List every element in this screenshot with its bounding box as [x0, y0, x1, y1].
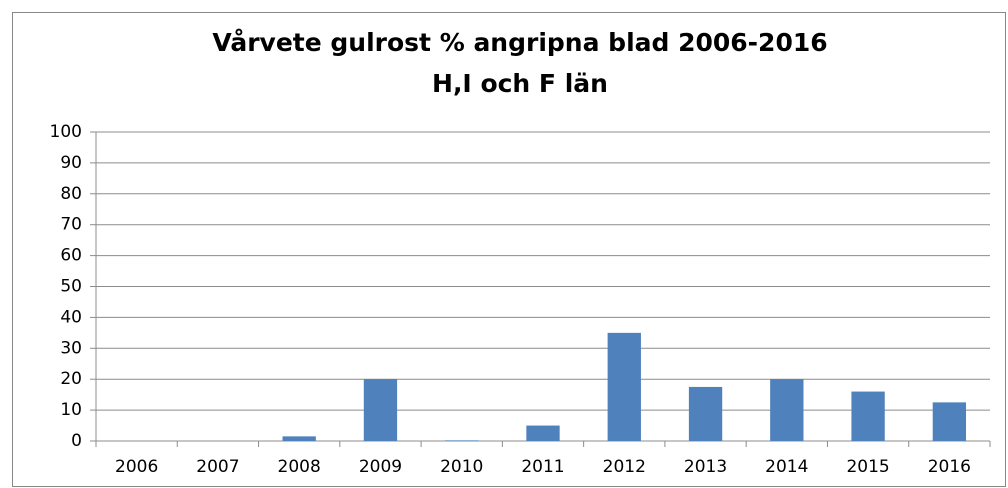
y-tick-label: 0	[71, 431, 82, 451]
bar	[363, 379, 398, 441]
x-tick-label: 2006	[115, 457, 158, 477]
y-tick-label: 10	[60, 400, 82, 420]
bar	[445, 440, 479, 441]
x-tick-label: 2007	[196, 457, 239, 477]
y-tick-label: 90	[60, 153, 82, 173]
y-tick-label: 50	[60, 277, 82, 297]
y-tick-label: 80	[60, 184, 82, 204]
bar	[770, 379, 804, 441]
bar	[932, 402, 967, 441]
y-tick-label: 40	[60, 307, 82, 327]
chart-border	[12, 12, 1006, 487]
bar	[526, 425, 560, 441]
x-tick-label: 2016	[928, 457, 971, 477]
x-tick-label: 2015	[846, 457, 889, 477]
bar	[688, 386, 723, 441]
chart-title: Vårvete gulrost % angripna blad 2006-201…	[212, 28, 827, 57]
bar	[282, 436, 316, 441]
x-tick-label: 2008	[278, 457, 321, 477]
x-tick-label: 2012	[603, 457, 646, 477]
y-tick-label: 100	[50, 122, 82, 142]
y-tick-label: 60	[60, 246, 82, 266]
x-tick-label: 2010	[440, 457, 483, 477]
bar	[607, 332, 641, 441]
x-tick-label: 2013	[684, 457, 727, 477]
y-tick-label: 70	[60, 215, 82, 235]
x-tick-label: 2009	[359, 457, 402, 477]
y-tick-label: 30	[60, 338, 82, 358]
x-tick-label: 2011	[521, 457, 564, 477]
chart-subtitle: H,I och F län	[432, 69, 608, 98]
x-tick-label: 2014	[765, 457, 808, 477]
bar	[851, 391, 885, 441]
y-tick-label: 20	[60, 369, 82, 389]
